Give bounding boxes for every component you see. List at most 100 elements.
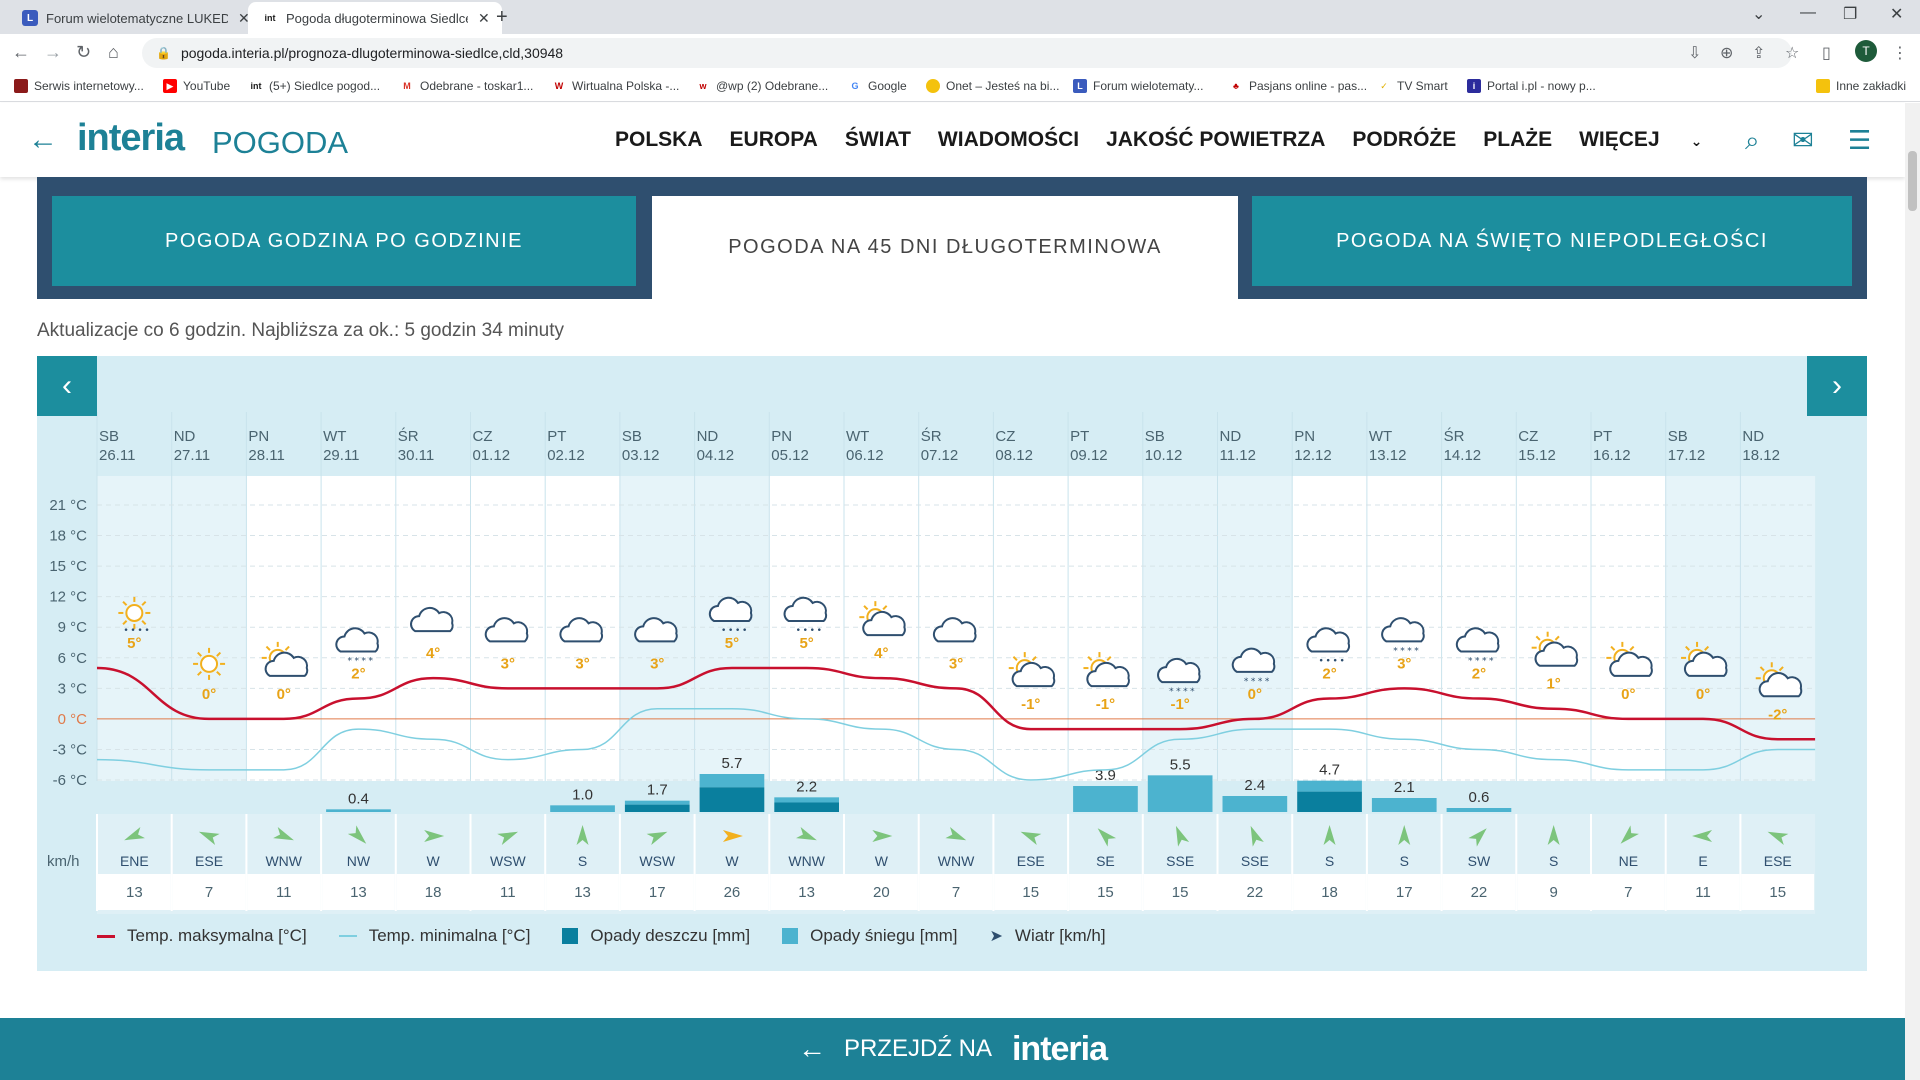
chevron-left-icon: ‹ bbox=[62, 369, 72, 402]
rain-bar bbox=[699, 787, 765, 812]
y-tick-label: -3 °C bbox=[53, 741, 88, 758]
avatar[interactable]: T bbox=[1855, 40, 1877, 62]
precip-value-label: 1.0 bbox=[572, 786, 593, 803]
bookmark-item[interactable]: L Forum wielotematy... bbox=[1073, 79, 1203, 93]
home-icon[interactable]: ⌂ bbox=[108, 42, 119, 62]
search-icon[interactable]: ⌕ bbox=[1745, 125, 1760, 155]
restore-icon[interactable]: ❐ bbox=[1843, 6, 1858, 23]
max-temp-label: 0° bbox=[1248, 686, 1262, 703]
tab-45-days[interactable]: POGODA NA 45 DNI DŁUGOTERMINOWA bbox=[652, 196, 1238, 299]
cloud-sleet-icon: • • • • bbox=[708, 596, 753, 636]
browser-tab-pogoda[interactable]: int Pogoda długoterminowa Siedlce ✕ bbox=[248, 2, 502, 34]
google-icon: G bbox=[848, 79, 862, 93]
day-date-label: 29.11 bbox=[323, 447, 359, 464]
share-icon[interactable]: ⇪ bbox=[1752, 45, 1766, 62]
legend-rain: Opady deszczu [mm] bbox=[562, 926, 750, 946]
scrollbar-thumb[interactable] bbox=[1908, 151, 1917, 211]
page-scrollbar[interactable] bbox=[1905, 103, 1920, 1080]
bookmark-item[interactable]: G Google bbox=[848, 79, 907, 93]
cloud-snow-icon: * * * * bbox=[1381, 617, 1425, 656]
wind-speed-label: 11 bbox=[500, 884, 516, 901]
site-logo-suffix[interactable]: POGODA bbox=[212, 125, 349, 160]
forum-l-icon: L bbox=[1073, 79, 1087, 93]
precip-value-label: 2.2 bbox=[796, 778, 817, 795]
browser-tab-forum[interactable]: L Forum wielotematyczne LUKEDIF ✕ bbox=[8, 2, 262, 34]
snow-bar bbox=[1446, 808, 1512, 812]
site-logo[interactable]: interia bbox=[77, 117, 185, 159]
bookmark-item[interactable]: int (5+) Siedlce pogod... bbox=[249, 79, 381, 93]
snow-bar bbox=[1147, 775, 1213, 812]
wind-speed-label: 9 bbox=[1549, 884, 1557, 901]
day-name-label: PT bbox=[547, 428, 566, 445]
nav-item-jakosc-powietrza[interactable]: JAKOŚĆ POWIETRZA bbox=[1106, 128, 1326, 151]
forward-icon[interactable]: → bbox=[44, 42, 62, 62]
bookmark-star-icon[interactable]: ☆ bbox=[1785, 45, 1800, 62]
wind-arrow-icon bbox=[872, 830, 893, 842]
back-icon[interactable]: ← bbox=[12, 42, 30, 62]
close-window-icon[interactable]: ✕ bbox=[1890, 6, 1904, 23]
sun-cloud-icon bbox=[1606, 641, 1653, 677]
day-name-label: PN bbox=[771, 428, 792, 445]
max-temp-label: 3° bbox=[949, 655, 963, 672]
tab-hourly[interactable]: POGODA GODZINA PO GODZINIE bbox=[52, 196, 636, 286]
install-icon[interactable]: ⇩ bbox=[1688, 45, 1702, 62]
tab-search-icon[interactable]: ⌄ bbox=[1752, 6, 1766, 23]
sun-cloud-icon bbox=[1681, 641, 1728, 677]
max-temp-label: -1° bbox=[1096, 696, 1115, 713]
bookmark-item[interactable]: ✓ TV Smart bbox=[1377, 79, 1448, 93]
arrow-left-icon[interactable]: ← bbox=[28, 123, 58, 156]
nav-item-wiecej[interactable]: WIĘCEJ ⌄ bbox=[1579, 128, 1703, 151]
bookmark-item[interactable]: Serwis internetowy... bbox=[14, 79, 144, 93]
bookmark-item[interactable]: ♣ Pasjans online - pas... bbox=[1229, 79, 1367, 93]
nav-item-polska[interactable]: POLSKA bbox=[615, 128, 703, 151]
zoom-icon[interactable]: ⊕ bbox=[1720, 45, 1734, 62]
wind-speed-bg bbox=[919, 874, 993, 910]
cloud-snow-icon: * * * * bbox=[335, 627, 379, 667]
tv-smart-icon: ✓ bbox=[1377, 79, 1391, 93]
nav-item-europa[interactable]: EUROPA bbox=[729, 128, 818, 151]
bookmark-item[interactable]: W Wirtualna Polska -... bbox=[552, 79, 679, 93]
other-bookmarks[interactable]: Inne zakładki bbox=[1816, 79, 1906, 93]
wind-speed-label: 7 bbox=[1624, 884, 1632, 901]
chart-prev-button[interactable]: ‹ bbox=[37, 356, 97, 416]
wind-arrow-icon bbox=[945, 827, 967, 841]
menu-dots-icon[interactable]: ⋮ bbox=[1892, 45, 1908, 62]
new-tab-icon[interactable]: + bbox=[496, 6, 508, 28]
minimize-icon[interactable]: — bbox=[1800, 4, 1816, 21]
y-tick-label: -6 °C bbox=[53, 772, 88, 789]
wind-speed-label: 18 bbox=[425, 884, 442, 901]
close-icon[interactable]: ✕ bbox=[238, 9, 250, 26]
bookmark-icon bbox=[14, 79, 28, 93]
forecast-chart: 21 °C 18 °C 15 °C 12 °C 9 °C 6 °C 3 °C 0 °C -3 °… bbox=[37, 356, 1867, 971]
bookmark-item[interactable]: w @wp (2) Odebrane... bbox=[696, 79, 828, 93]
nav-item-podroze[interactable]: PODRÓŻE bbox=[1352, 128, 1457, 151]
day-date-label: 30.11 bbox=[398, 447, 434, 464]
wind-speed-bg bbox=[322, 874, 395, 910]
side-panel-icon[interactable]: ▯ bbox=[1822, 45, 1831, 62]
address-bar[interactable]: 🔒 pogoda.interia.pl/prognoza-dlugotermin… bbox=[142, 38, 1792, 68]
rain-bar bbox=[624, 804, 690, 812]
bookmark-item[interactable]: ▶ YouTube bbox=[163, 79, 230, 93]
mail-icon[interactable]: ✉ bbox=[1792, 125, 1814, 155]
hamburger-menu-icon[interactable]: ☰ bbox=[1848, 125, 1872, 155]
nav-item-wiadomosci[interactable]: WIADOMOŚCI bbox=[937, 128, 1080, 151]
tab-independence-day[interactable]: POGODA NA ŚWIĘTO NIEPODLEGŁOŚCI bbox=[1252, 196, 1852, 286]
wind-arrow-icon bbox=[1398, 825, 1411, 845]
bookmark-item[interactable]: M Odebrane - toskar1... bbox=[400, 79, 533, 93]
nav-item-swiat[interactable]: ŚWIAT bbox=[844, 128, 911, 151]
wind-speed-bg bbox=[845, 874, 918, 910]
max-temp-line bbox=[96, 666, 1816, 741]
wind-direction-label: S bbox=[1325, 853, 1334, 869]
wind-speed-bg bbox=[1666, 874, 1740, 910]
go-to-text: PRZEJDŹ NA bbox=[843, 1035, 992, 1062]
bookmark-item[interactable]: i Portal i.pl - nowy p... bbox=[1467, 79, 1596, 93]
wind-speed-bg bbox=[98, 874, 171, 910]
chart-next-button[interactable]: › bbox=[1807, 356, 1867, 416]
reload-icon[interactable]: ↻ bbox=[76, 42, 92, 62]
wind-speed-bg bbox=[471, 874, 545, 910]
bookmark-item[interactable]: Onet – Jesteś na bi... bbox=[926, 79, 1059, 93]
day-column-bg bbox=[769, 476, 844, 781]
close-icon[interactable]: ✕ bbox=[478, 9, 490, 26]
nav-item-plaze[interactable]: PLAŻE bbox=[1483, 128, 1553, 151]
go-to-interia-bar[interactable]: ← PRZEJDŹ NA interia bbox=[0, 1018, 1905, 1080]
